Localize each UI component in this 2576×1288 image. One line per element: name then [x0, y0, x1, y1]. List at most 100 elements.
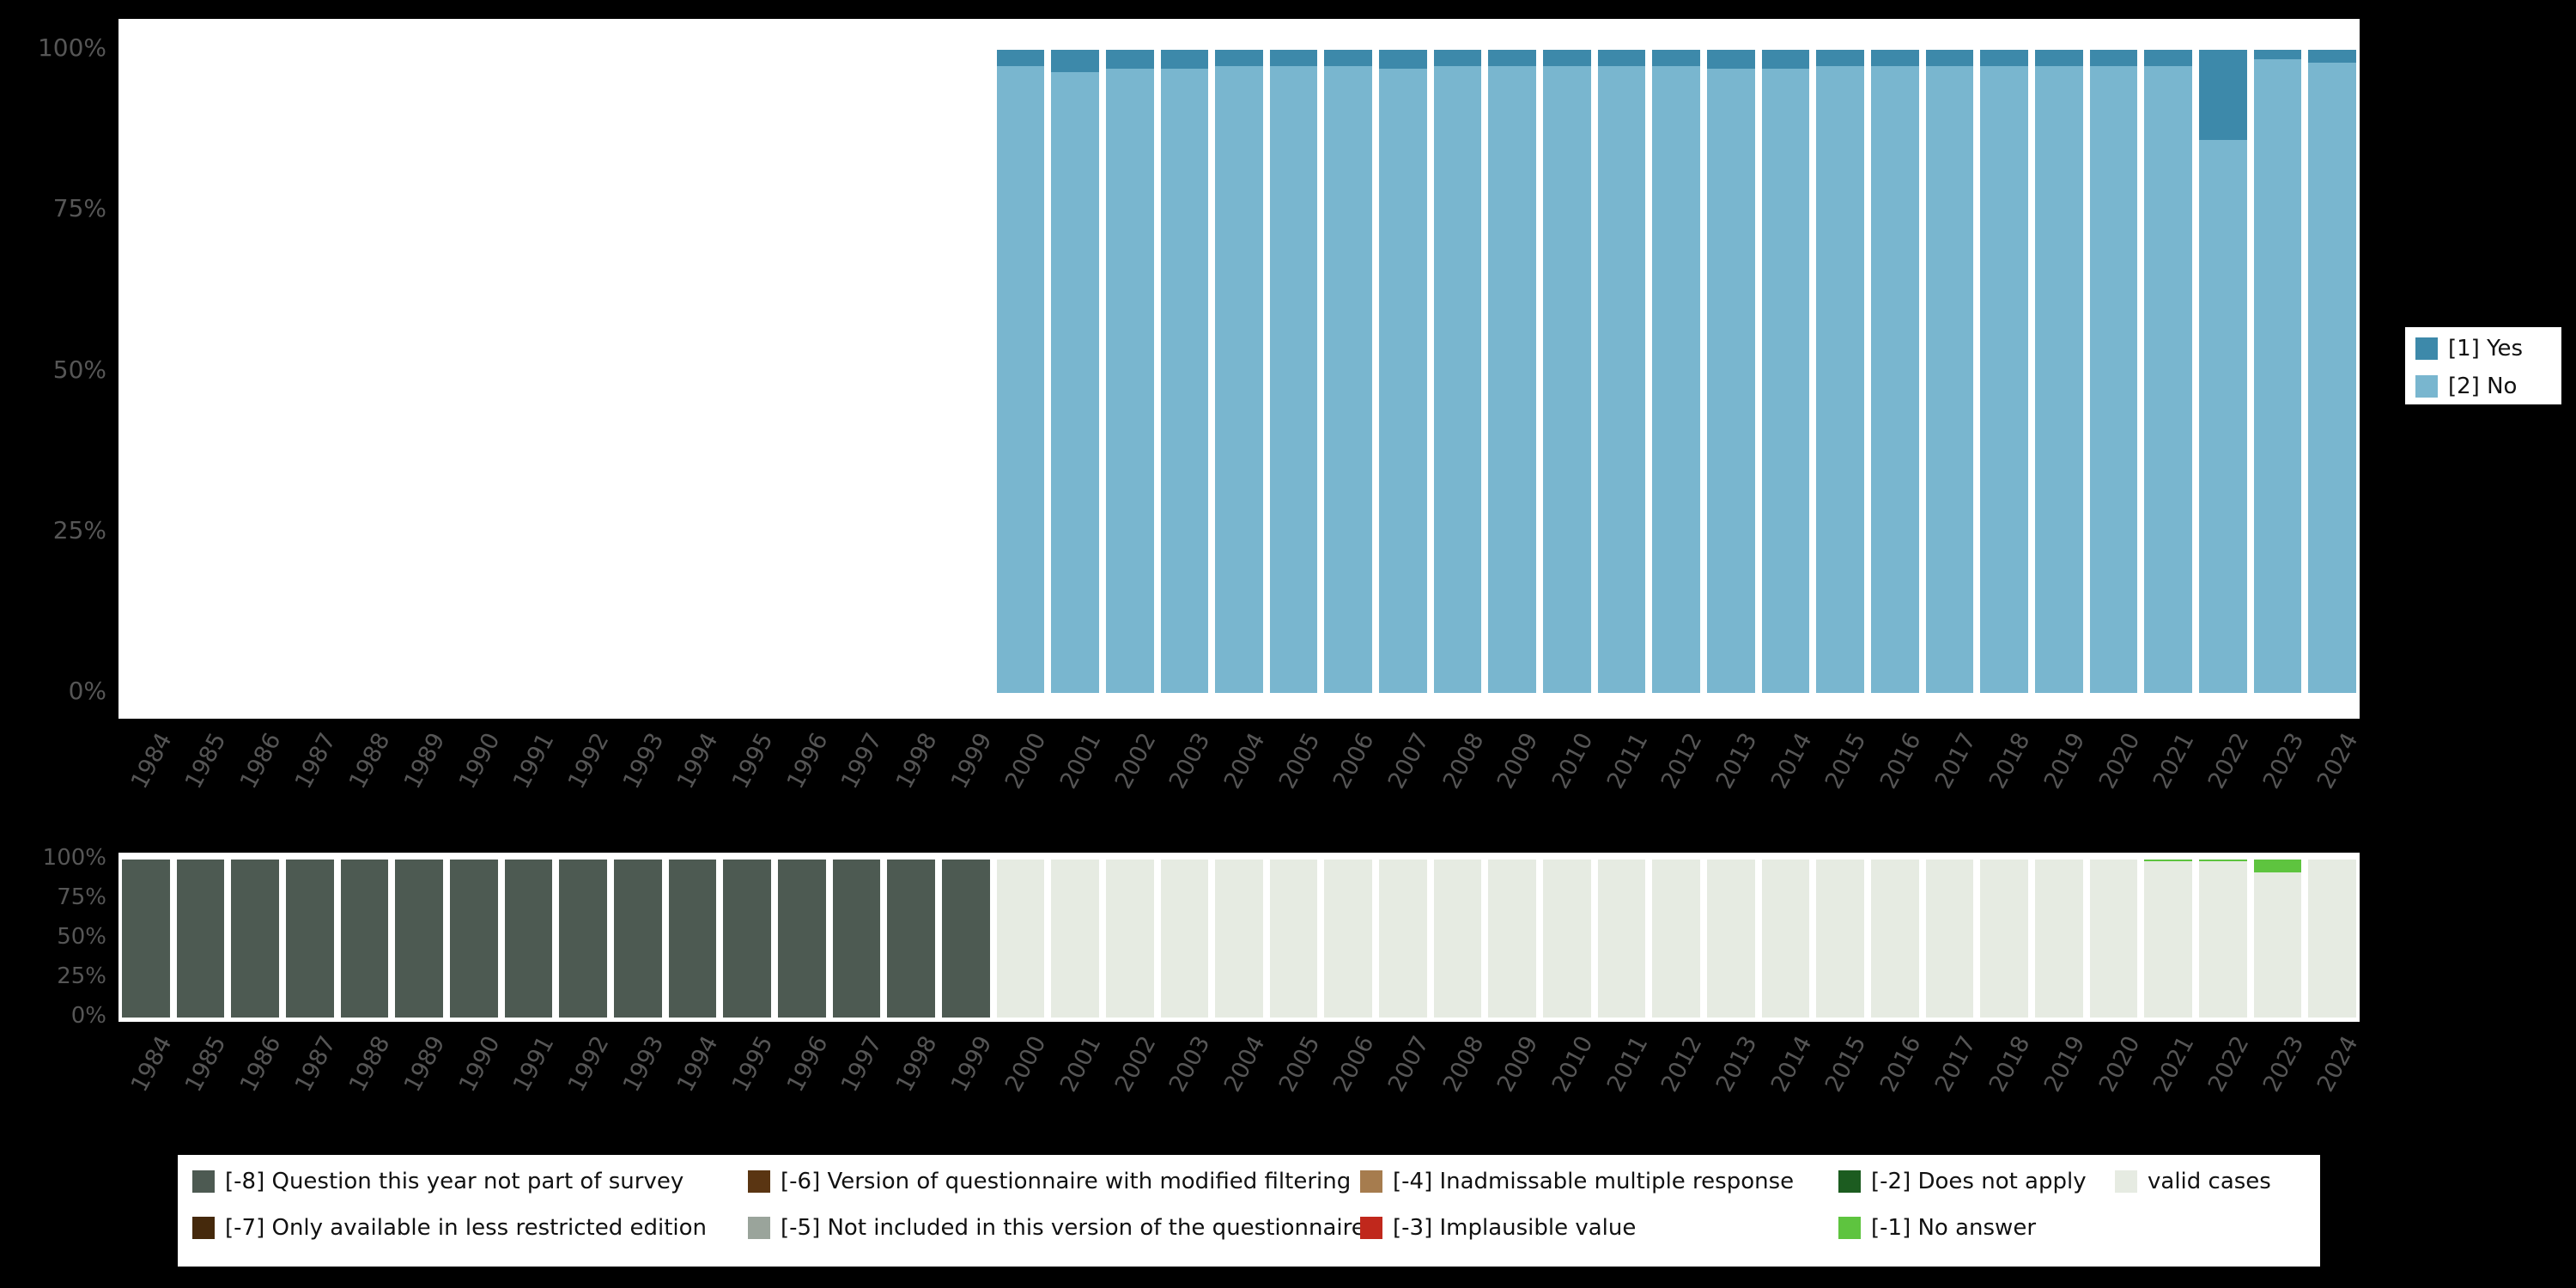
missings-y-tick-label: 0%	[70, 1003, 106, 1029]
bar-segment	[1105, 69, 1154, 693]
legend-label: [-6] Version of questionnaire with modif…	[781, 1169, 1352, 1194]
bar-segment	[1925, 50, 1974, 66]
legend-label: valid cases	[2148, 1169, 2271, 1194]
legend-label: [-3] Implausible value	[1393, 1215, 1637, 1241]
bar-2018	[1980, 50, 2029, 693]
legend-label: [1] Yes	[2448, 336, 2524, 361]
bar-2003	[1160, 860, 1209, 1018]
bar-segment	[1215, 50, 1263, 66]
bar-segment	[2308, 50, 2356, 63]
legend-label: [-2] Does not apply	[1871, 1169, 2087, 1194]
bar-segment	[1816, 50, 1865, 66]
bar-segment	[340, 860, 389, 1018]
bar-1994	[668, 860, 717, 1018]
bar-segment	[2253, 872, 2302, 1018]
bar-segment	[613, 860, 662, 1018]
bar-segment	[1433, 50, 1482, 66]
bar-1989	[395, 860, 443, 1018]
bar-2008	[1433, 50, 1482, 693]
bar-segment	[1379, 50, 1427, 70]
legend-swatch	[192, 1217, 215, 1239]
legend-item: [-4] Inadmissable multiple response	[1360, 1170, 1794, 1193]
bar-2019	[2035, 860, 2083, 1018]
bar-segment	[996, 860, 1045, 1018]
missings-bars-region	[118, 860, 2360, 1018]
bar-segment	[2199, 50, 2247, 140]
bar-1997	[832, 860, 881, 1018]
bar-2022	[2199, 50, 2247, 693]
missings-y-tick-label: 75%	[57, 884, 106, 910]
bar-segment	[1871, 65, 1919, 693]
legend-item: [1] Yes	[2415, 337, 2523, 360]
bar-segment	[1105, 860, 1154, 1018]
bar-segment	[1051, 860, 1099, 1018]
bar-segment	[1105, 50, 1154, 70]
bar-segment	[2144, 860, 2193, 1018]
bar-2016	[1871, 50, 1919, 693]
bar-segment	[1543, 50, 1591, 66]
bar-segment	[2089, 65, 2138, 693]
missing-values-legend: [-8] Question this year not part of surv…	[178, 1155, 2320, 1267]
bar-segment	[1925, 860, 1974, 1018]
bar-segment	[1597, 50, 1646, 66]
bar-segment	[231, 860, 279, 1018]
bar-segment	[1324, 65, 1373, 693]
legend-swatch	[748, 1217, 770, 1239]
bar-segment	[1324, 860, 1373, 1018]
bar-segment	[1160, 50, 1209, 70]
bar-segment	[2199, 860, 2247, 861]
bar-2003	[1160, 50, 1209, 693]
legend-label: [-7] Only available in less restricted e…	[225, 1215, 708, 1241]
bar-2007	[1379, 860, 1427, 1018]
missings-y-tick-label: 100%	[42, 845, 106, 871]
bar-segment	[2144, 860, 2193, 861]
bar-segment	[1597, 860, 1646, 1018]
bar-1992	[559, 860, 607, 1018]
bar-segment	[1761, 860, 1810, 1018]
bar-1998	[887, 860, 935, 1018]
bar-2015	[1816, 860, 1865, 1018]
bar-2010	[1543, 860, 1591, 1018]
answers-bars-region	[118, 50, 2360, 693]
bar-2018	[1980, 860, 2029, 1018]
bar-segment	[1652, 860, 1701, 1018]
bar-2021	[2144, 50, 2193, 693]
bar-2013	[1707, 50, 1755, 693]
missings-y-tick-label: 50%	[57, 924, 106, 950]
bar-segment	[723, 860, 771, 1018]
bar-segment	[1379, 69, 1427, 693]
legend-swatch	[1360, 1217, 1382, 1239]
legend-swatch	[2415, 375, 2438, 398]
bar-segment	[1652, 65, 1701, 693]
bar-2007	[1379, 50, 1427, 693]
bar-segment	[2144, 65, 2193, 693]
bar-2008	[1433, 860, 1482, 1018]
bar-2016	[1871, 860, 1919, 1018]
answers-y-tick-label: 100%	[37, 33, 106, 62]
bar-2011	[1597, 50, 1646, 693]
bar-1995	[723, 860, 771, 1018]
bar-segment	[559, 860, 607, 1018]
bar-segment	[1269, 860, 1318, 1018]
bar-2002	[1105, 860, 1154, 1018]
bar-segment	[1379, 860, 1427, 1018]
bar-2013	[1707, 860, 1755, 1018]
bar-2023	[2253, 50, 2302, 693]
bar-segment	[1925, 65, 1974, 693]
bar-segment	[1543, 860, 1591, 1018]
bar-segment	[2199, 860, 2247, 1018]
bar-2021	[2144, 860, 2193, 1018]
bar-2009	[1488, 860, 1537, 1018]
bar-segment	[2308, 62, 2356, 693]
bar-segment	[2253, 59, 2302, 693]
bar-segment	[1597, 65, 1646, 693]
bar-2014	[1761, 860, 1810, 1018]
bar-1986	[231, 860, 279, 1018]
legend-item: valid cases	[2115, 1170, 2271, 1193]
bar-segment	[2035, 860, 2083, 1018]
bar-2005	[1269, 50, 1318, 693]
bar-segment	[2253, 50, 2302, 60]
bar-segment	[941, 860, 990, 1018]
bar-2010	[1543, 50, 1591, 693]
bar-segment	[504, 860, 553, 1018]
